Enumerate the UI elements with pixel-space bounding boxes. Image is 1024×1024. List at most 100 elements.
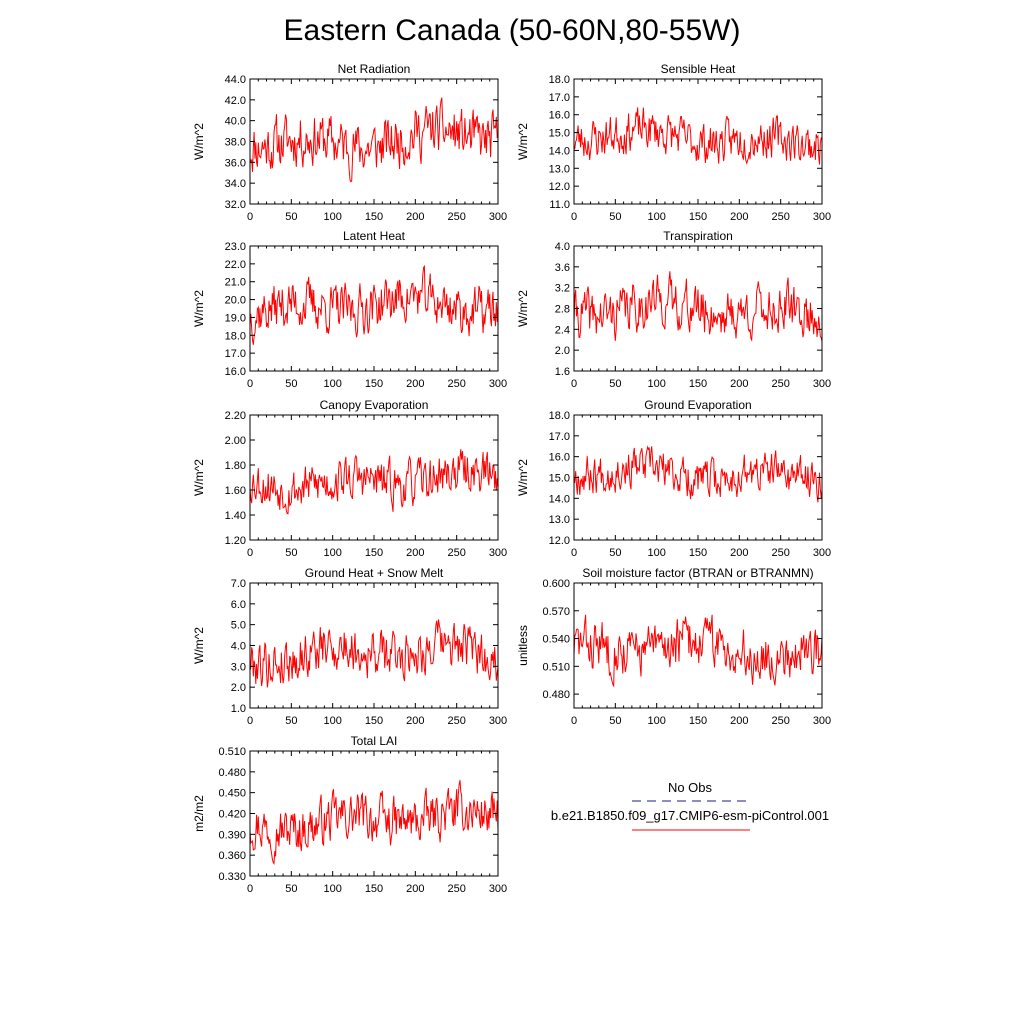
- panel-3: 0 50 100 150 200 250 300 1.6 2.0 2.4 2.8 3.2 3.6 4.0 T…: [516, 229, 831, 390]
- y-tick-label: 2.0: [555, 345, 570, 357]
- y-tick-label: 0.420: [218, 809, 246, 821]
- y-tick-label: 22.0: [225, 259, 246, 271]
- panel-2: 0 50 100 150 200 250 300 16.0 17.0 18.0 19.0 20.0 21…: [192, 229, 507, 390]
- x-tick-label: 100: [647, 715, 665, 727]
- y-tick-label: 23.0: [225, 241, 246, 253]
- x-tick-label: 200: [730, 715, 748, 727]
- panel-title: Soil moisture factor (BTRAN or BTRANMN): [582, 566, 813, 580]
- y-tick-label: 14.0: [549, 145, 570, 157]
- x-tick-label: 300: [489, 378, 507, 390]
- panel-title: Total LAI: [351, 734, 398, 748]
- x-tick-label: 0: [247, 378, 253, 390]
- panel-title: Canopy Evaporation: [320, 398, 429, 412]
- x-tick-label: 0: [571, 547, 577, 559]
- series-line: [573, 614, 823, 688]
- legend-label-model: b.e21.B1850.f09_g17.CMIP6-esm-piControl.…: [551, 808, 829, 823]
- series-line: [249, 780, 499, 865]
- y-axis-title: W/m^2: [192, 123, 206, 160]
- y-tick-label: 2.00: [225, 435, 246, 447]
- y-tick-label: 0.600: [542, 578, 570, 590]
- x-tick-label: 0: [247, 883, 253, 895]
- x-tick-label: 250: [447, 547, 465, 559]
- x-tick-label: 100: [647, 547, 665, 559]
- y-tick-label: 1.80: [225, 460, 246, 472]
- y-tick-label: 11.0: [549, 199, 570, 211]
- y-tick-label: 2.0: [231, 682, 246, 694]
- x-tick-label: 0: [247, 715, 253, 727]
- y-tick-label: 21.0: [225, 277, 246, 289]
- x-tick-label: 100: [647, 211, 665, 223]
- series-line: [573, 107, 822, 165]
- y-tick-label: 18.0: [549, 74, 570, 86]
- x-tick-label: 50: [285, 883, 297, 895]
- x-tick-label: 200: [406, 211, 424, 223]
- y-tick-label: 17.0: [549, 431, 570, 443]
- y-tick-label: 2.4: [555, 324, 570, 336]
- plot-frame: [249, 750, 499, 877]
- x-tick-label: 250: [447, 883, 465, 895]
- y-tick-label: 16.0: [549, 110, 570, 122]
- y-tick-label: 0.510: [218, 746, 246, 758]
- y-tick-label: 38.0: [225, 137, 246, 149]
- x-tick-label: 300: [813, 547, 831, 559]
- y-tick-label: 36.0: [225, 157, 246, 169]
- x-tick-label: 50: [285, 211, 297, 223]
- panel-8: 0 50 100 150 200 250 300 0.330 0.360 0.390 0.420 0.…: [192, 734, 507, 895]
- x-tick-label: 50: [609, 211, 621, 223]
- y-tick-label: 3.0: [231, 661, 246, 673]
- page-title: Eastern Canada (50-60N,80-55W): [283, 14, 741, 47]
- x-tick-label: 100: [323, 547, 341, 559]
- plot-frame: [249, 245, 499, 372]
- x-tick-label: 300: [813, 715, 831, 727]
- y-tick-label: 15.0: [549, 473, 570, 485]
- y-tick-label: 32.0: [225, 199, 246, 211]
- y-axis-title: W/m^2: [192, 627, 206, 664]
- x-tick-label: 50: [609, 715, 621, 727]
- x-tick-label: 50: [285, 547, 297, 559]
- x-tick-label: 100: [323, 378, 341, 390]
- panel-7: 0 50 100 150 200 250 300 0.480 0.510 0.540 0.570 0.…: [516, 566, 831, 727]
- series-line: [573, 445, 823, 503]
- y-tick-label: 6.0: [231, 599, 246, 611]
- x-tick-label: 250: [771, 211, 789, 223]
- y-tick-label: 17.0: [225, 348, 246, 360]
- x-tick-label: 300: [489, 211, 507, 223]
- x-tick-label: 150: [365, 715, 383, 727]
- x-tick-label: 300: [813, 211, 831, 223]
- y-tick-label: 3.2: [555, 283, 570, 295]
- y-tick-label: 4.0: [555, 241, 570, 253]
- x-tick-label: 200: [406, 883, 424, 895]
- x-tick-label: 200: [406, 378, 424, 390]
- panel-title: Ground Evaporation: [644, 398, 751, 412]
- x-tick-label: 100: [323, 883, 341, 895]
- x-tick-label: 200: [406, 547, 424, 559]
- y-axis-title: W/m^2: [516, 123, 530, 160]
- y-tick-label: 3.6: [555, 262, 570, 274]
- x-tick-label: 250: [771, 547, 789, 559]
- x-tick-label: 0: [571, 378, 577, 390]
- y-tick-label: 16.0: [225, 366, 246, 378]
- y-tick-label: 20.0: [225, 295, 246, 307]
- x-tick-label: 300: [489, 715, 507, 727]
- y-tick-label: 2.8: [555, 304, 570, 316]
- y-tick-label: 0.480: [542, 689, 570, 701]
- y-axis-title: W/m^2: [192, 459, 206, 496]
- y-tick-label: 13.0: [549, 514, 570, 526]
- x-tick-label: 150: [365, 547, 383, 559]
- legend: No Obs b.e21.B1850.f09_g17.CMIP6-esm-piCo…: [551, 780, 829, 831]
- y-axis-title: m2/m2: [192, 795, 206, 832]
- x-tick-label: 50: [609, 378, 621, 390]
- x-tick-label: 150: [365, 211, 383, 223]
- series-line: [249, 264, 499, 345]
- series-line: [249, 619, 499, 688]
- y-axis-title: W/m^2: [516, 459, 530, 496]
- y-tick-label: 14.0: [549, 493, 570, 505]
- x-tick-label: 250: [447, 211, 465, 223]
- legend-label-obs: No Obs: [668, 780, 713, 795]
- y-tick-label: 44.0: [225, 74, 246, 86]
- y-tick-label: 12.0: [549, 535, 570, 547]
- y-tick-label: 1.20: [225, 535, 246, 547]
- x-tick-label: 150: [365, 883, 383, 895]
- y-tick-label: 42.0: [225, 95, 246, 107]
- y-tick-label: 0.510: [542, 661, 570, 673]
